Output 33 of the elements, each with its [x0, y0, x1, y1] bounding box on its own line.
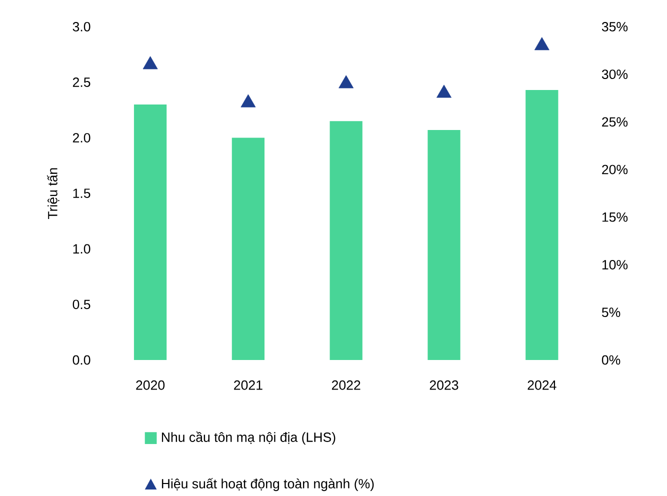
- x-tick-label: 2021: [234, 380, 262, 390]
- y2-tick-label: 5%: [602, 307, 620, 317]
- bar: [330, 120, 362, 360]
- y-tick-label: 2.5: [72, 77, 90, 87]
- bar: [428, 130, 460, 360]
- x-tick-label: 2024: [528, 380, 556, 390]
- y2-tick-label: 35%: [602, 22, 628, 32]
- legend-label: Nhu cầu tôn mạ nội địa (LHS): [162, 431, 336, 444]
- y2-tick-label: 30%: [602, 69, 628, 79]
- y2-tick-label: 20%: [602, 164, 628, 174]
- y2-tick-label: 0%: [602, 355, 620, 364]
- y-tick-label: 0.0: [72, 355, 90, 364]
- y2-tick-label: 15%: [602, 212, 628, 222]
- y-tick-label: 1.5: [73, 188, 90, 198]
- legend-label: Hiệu suất hoạt động toàn ngành (%): [162, 478, 374, 491]
- point: [240, 94, 256, 108]
- point: [338, 75, 354, 88]
- point: [534, 36, 550, 50]
- y-tick-label: 0.5: [72, 299, 90, 309]
- y-tick-label: 3.0: [72, 22, 90, 32]
- bar: [134, 104, 167, 360]
- y-tick-label: 2.0: [72, 132, 90, 142]
- bar: [526, 90, 558, 360]
- point: [436, 84, 452, 98]
- x-tick-label: 2022: [332, 380, 360, 390]
- y-axis-title: Triệu tấn: [47, 168, 60, 219]
- x-tick-label: 2020: [136, 380, 165, 390]
- x-tick-label: 2023: [430, 380, 458, 390]
- y2-tick-label: 25%: [602, 116, 628, 126]
- bar: [232, 138, 265, 360]
- point: [142, 56, 158, 69]
- y2-tick-label: 10%: [602, 260, 628, 270]
- y-tick-label: 1.0: [73, 244, 90, 254]
